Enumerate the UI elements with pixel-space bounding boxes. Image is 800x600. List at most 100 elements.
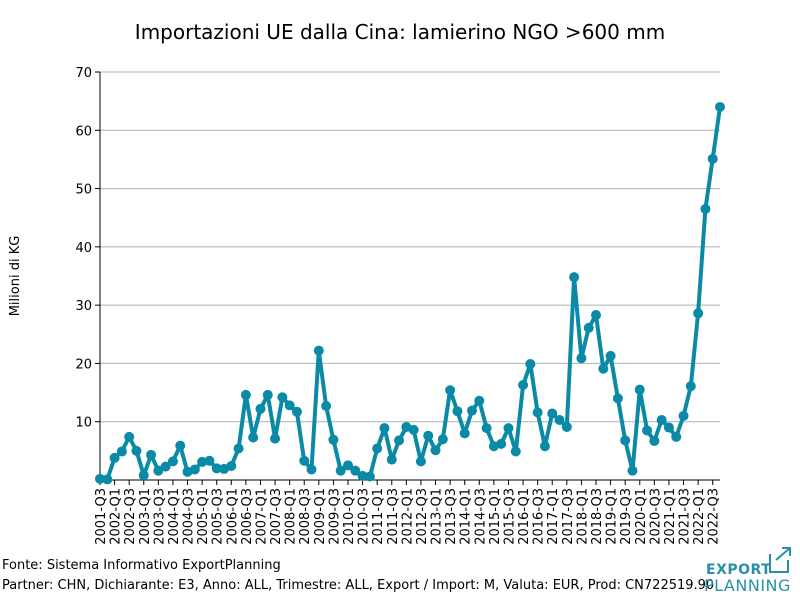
data-point (386, 454, 397, 465)
data-point (204, 455, 215, 466)
data-point (95, 473, 105, 484)
logo-text-export: EXPORT (706, 562, 772, 578)
x-tick-label: 2005-Q1 (196, 488, 211, 545)
x-tick-label: 2002-Q3 (123, 488, 138, 545)
data-point (357, 470, 368, 481)
data-point (109, 452, 120, 463)
data-point (372, 443, 383, 454)
x-tick-label: 2022-Q1 (692, 488, 707, 545)
data-point (634, 384, 645, 395)
data-point (430, 445, 441, 456)
data-point (277, 392, 288, 403)
data-point (226, 461, 237, 472)
x-tick-label: 2007-Q1 (254, 488, 269, 545)
x-tick-label: 2009-Q3 (327, 488, 342, 545)
data-point (335, 465, 346, 476)
data-point (598, 363, 609, 374)
data-point (328, 434, 339, 445)
data-point (474, 395, 485, 406)
logo-mark-icon (769, 547, 791, 573)
y-axis-label: Milioni di KG (8, 236, 23, 317)
data-point (233, 443, 244, 454)
data-point (547, 408, 558, 419)
x-tick-label: 2013-Q1 (430, 488, 445, 545)
y-tick-label: 20 (75, 357, 92, 372)
data-point (481, 423, 492, 434)
data-point (299, 455, 310, 466)
y-tick-label: 40 (75, 241, 92, 256)
data-point (561, 421, 572, 432)
exportplanning-logo: EXPORT PLANNING (704, 544, 796, 596)
data-point (240, 389, 251, 400)
data-point (627, 465, 638, 476)
x-tick-label: 2020-Q3 (648, 488, 663, 545)
data-point (605, 350, 616, 361)
x-tick-label: 2010-Q3 (357, 488, 372, 545)
data-point (671, 431, 682, 442)
data-point (321, 400, 332, 411)
x-tick-label: 2014-Q3 (473, 488, 488, 545)
data-point (707, 153, 718, 164)
data-point (591, 310, 601, 321)
data-point (262, 389, 273, 400)
data-point (459, 428, 470, 439)
data-point (306, 464, 317, 475)
x-tick-label: 2017-Q1 (546, 488, 561, 545)
x-tick-label: 2011-Q3 (386, 488, 401, 545)
x-tick-label: 2017-Q3 (561, 488, 576, 545)
data-point (394, 435, 405, 446)
data-point (408, 424, 419, 435)
data-point (313, 345, 324, 356)
logo-text-planning: PLANNING (704, 576, 791, 595)
data-point (124, 431, 135, 442)
y-tick-label: 60 (75, 124, 92, 139)
x-tick-label: 2015-Q3 (502, 488, 517, 545)
data-point (116, 446, 127, 457)
data-point (467, 405, 477, 416)
y-tick-label: 10 (75, 416, 92, 431)
data-point (423, 430, 434, 441)
data-point (656, 414, 667, 425)
x-tick-label: 2016-Q1 (517, 488, 532, 545)
data-point (700, 203, 711, 214)
x-tick-label: 2021-Q3 (678, 488, 693, 545)
data-point (211, 463, 222, 474)
x-tick-label: 2007-Q3 (269, 488, 284, 545)
data-point (503, 423, 514, 434)
x-tick-label: 2010-Q1 (342, 488, 357, 545)
data-point (146, 449, 157, 460)
data-point (175, 440, 186, 451)
x-tick-label: 2001-Q3 (94, 488, 109, 545)
x-tick-label: 2015-Q1 (488, 488, 503, 545)
data-point (693, 308, 704, 319)
x-tick-label: 2011-Q1 (371, 488, 386, 545)
x-tick-label: 2008-Q1 (284, 488, 299, 545)
data-point (343, 460, 353, 471)
x-tick-label: 2014-Q1 (459, 488, 474, 545)
x-tick-label: 2008-Q3 (298, 488, 313, 545)
data-point (496, 438, 507, 449)
data-point (138, 470, 149, 481)
data-point (270, 433, 281, 444)
data-point (518, 379, 529, 390)
data-point (649, 435, 660, 446)
chart-title: Importazioni UE dalla Cina: lamierino NG… (134, 20, 666, 44)
data-point (415, 456, 426, 467)
x-tick-label: 2018-Q1 (575, 488, 590, 545)
data-point (539, 441, 550, 452)
y-tick-label: 70 (75, 66, 92, 81)
x-tick-label: 2003-Q3 (152, 488, 167, 545)
x-tick-label: 2012-Q3 (415, 488, 430, 545)
x-tick-label: 2002-Q1 (109, 488, 124, 545)
x-tick-label: 2006-Q3 (240, 488, 255, 545)
footer-details: Partner: CHN, Dichiarante: E3, Anno: ALL… (2, 578, 715, 593)
x-tick-label: 2022-Q3 (707, 488, 722, 545)
footer-source: Fonte: Sistema Informativo ExportPlannin… (2, 558, 281, 573)
x-tick-label: 2004-Q1 (167, 488, 182, 545)
y-tick-label: 30 (75, 299, 92, 314)
data-point (715, 101, 725, 112)
data-point (255, 403, 266, 414)
data-point (685, 381, 696, 392)
x-tick-label: 2006-Q1 (225, 488, 240, 545)
